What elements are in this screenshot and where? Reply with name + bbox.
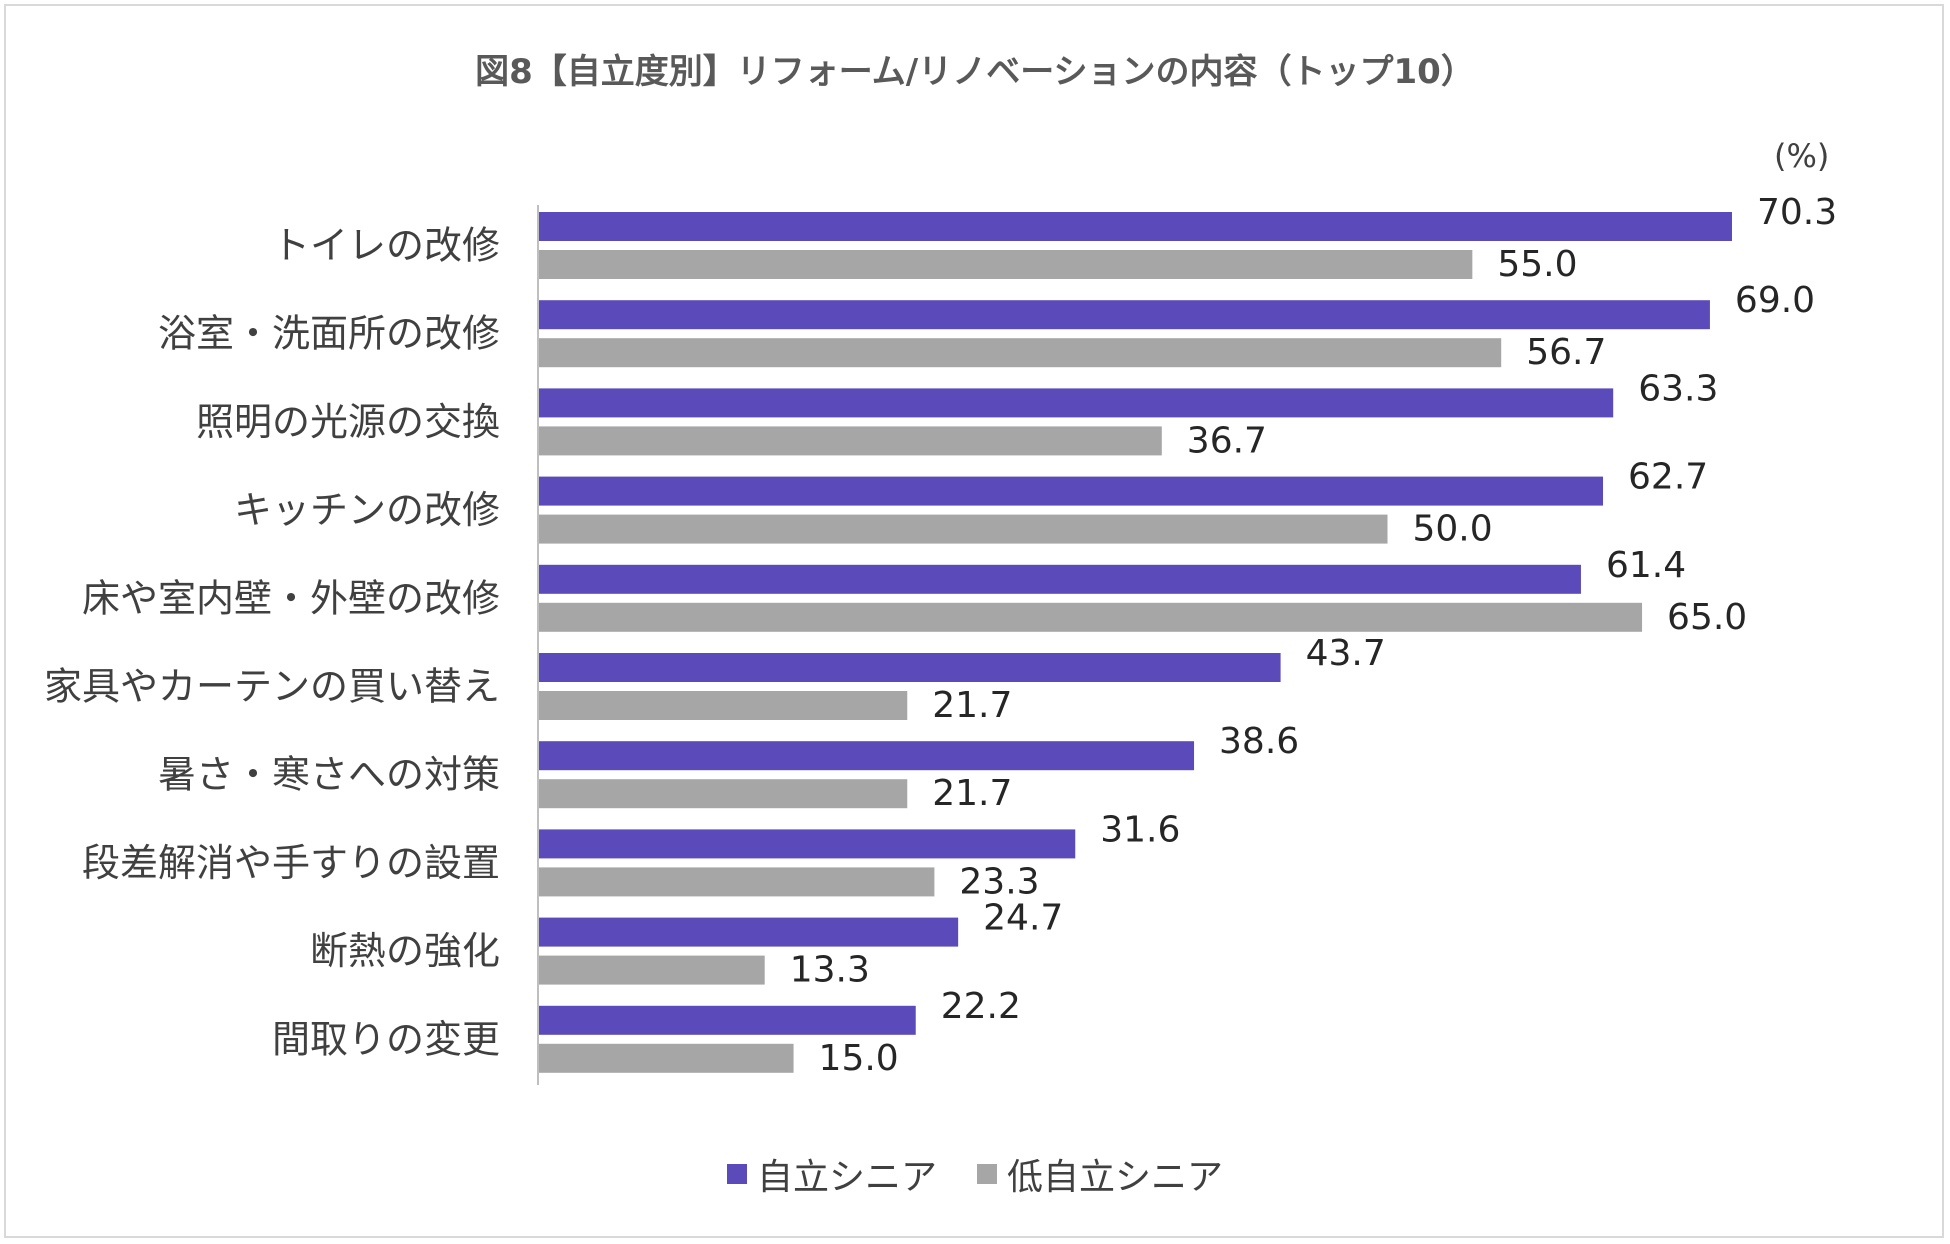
bar-independent [539, 300, 1710, 330]
data-label: 36.7 [1187, 420, 1267, 461]
legend-item: 自立シニア [726, 1148, 937, 1200]
legend-label: 自立シニア [756, 1157, 937, 1198]
legend-label: 低自立シニア [1007, 1157, 1224, 1198]
category-label: キッチンの改修 [234, 488, 500, 532]
bar-independent [539, 564, 1581, 594]
category-label: 断熱の強化 [310, 929, 500, 973]
bar-low-independent [539, 514, 1388, 544]
bar-low-independent [539, 779, 908, 809]
bar-low-independent [539, 955, 765, 985]
bar-low-independent [539, 338, 1502, 368]
bar-low-independent [539, 691, 908, 720]
data-label: 70.3 [1757, 192, 1837, 233]
data-label: 13.3 [790, 950, 870, 991]
bar-independent [539, 1005, 916, 1035]
category-label: 暑さ・寒さへの対策 [158, 753, 500, 797]
bar-independent [539, 212, 1732, 241]
legend-swatch [726, 1164, 747, 1184]
category-label: 床や室内壁・外壁の改修 [82, 576, 500, 620]
bar-low-independent [539, 426, 1162, 456]
data-label: 55.0 [1497, 244, 1577, 285]
category-label: トイレの改修 [272, 224, 500, 268]
legend: 自立シニア 低自立シニア [0, 1148, 1950, 1200]
bar-independent [539, 476, 1604, 506]
data-label: 31.6 [1100, 809, 1180, 850]
data-label: 65.0 [1667, 597, 1747, 638]
bar-low-independent [539, 250, 1473, 279]
bar-independent [539, 653, 1281, 682]
data-label: 21.7 [932, 685, 1012, 726]
data-label: 22.2 [941, 986, 1021, 1027]
legend-item: 低自立シニア [977, 1148, 1223, 1200]
data-label: 56.7 [1526, 332, 1606, 373]
data-label: 63.3 [1638, 368, 1718, 409]
bar-independent [539, 388, 1614, 418]
category-label: 家具やカーテンの買い替え [44, 665, 500, 709]
bar-low-independent [539, 867, 935, 897]
category-label: 浴室・洗面所の改修 [158, 312, 500, 356]
category-label: 照明の光源の交換 [196, 400, 500, 444]
legend-swatch [977, 1164, 997, 1184]
data-label: 61.4 [1606, 545, 1686, 586]
bar-independent [539, 829, 1076, 859]
bar-low-independent [539, 1043, 794, 1073]
data-label: 43.7 [1306, 633, 1386, 674]
data-label: 15.0 [819, 1038, 899, 1079]
data-label: 21.7 [932, 773, 1012, 814]
data-label: 23.3 [959, 861, 1039, 902]
category-label: 段差解消や手すりの設置 [82, 841, 500, 885]
unit-label: (%) [1774, 137, 1830, 175]
data-label: 38.6 [1219, 721, 1299, 762]
data-label: 69.0 [1735, 280, 1815, 321]
data-label: 50.0 [1413, 509, 1493, 550]
data-label: 62.7 [1628, 457, 1708, 498]
bar-low-independent [539, 602, 1643, 632]
bar-independent [539, 917, 959, 947]
chart-title: 図8【自立度別】リフォーム/リノベーションの内容（トップ10） [475, 52, 1475, 92]
category-label: 間取りの変更 [272, 1017, 500, 1061]
data-label: 24.7 [983, 898, 1063, 939]
bar-independent [539, 741, 1195, 771]
